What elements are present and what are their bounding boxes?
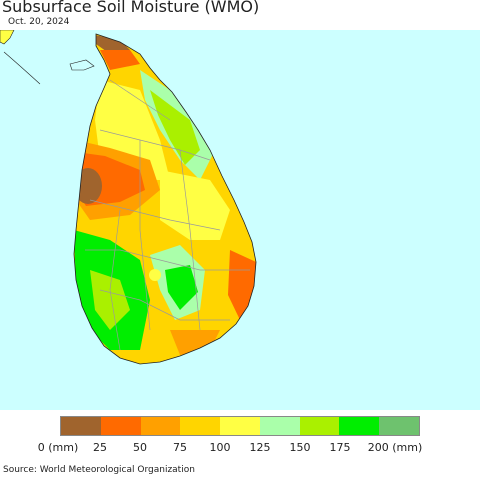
zone-blob [149,269,161,281]
legend-label: 175 [329,441,351,454]
legend-swatch [220,417,260,435]
legend-label: 50 [133,441,147,454]
legend-label: 150 [289,441,311,454]
legend-label: 75 [173,441,187,454]
legend-swatch [259,417,300,435]
zone-central-green [165,265,198,310]
map-panel [0,30,480,410]
map-title: Subsurface Soil Moisture (WMO) [2,0,260,16]
legend-label: 100 [209,441,231,454]
map-date: Oct. 20, 2024 [8,17,70,27]
legend-colorbar [60,416,420,436]
zone-southwest-lime [90,270,130,330]
legend-swatch [339,417,380,435]
legend-swatch [379,417,420,435]
legend-swatch [61,417,101,435]
legend-label: 0 (mm) [37,441,79,454]
source-credit: Source: World Meteorological Organizatio… [3,465,195,475]
legend-label: 200 (mm) [367,441,423,454]
legend-swatch [100,417,141,435]
india-shoreline [3,51,41,85]
zone-north-tip [90,34,130,54]
legend-swatch [180,417,221,435]
legend-labels: 0 (mm) 25 50 75 100 125 150 175 200 (mm) [0,441,480,455]
moisture-field [74,34,256,364]
legend-label: 125 [249,441,271,454]
zone-central-yellow [160,170,230,240]
zone-east-north-inner [150,90,200,165]
legend-swatch [140,417,181,435]
district-boundaries [85,79,250,351]
legend-swatch [299,417,340,435]
zone-north-tip-orange [100,50,140,70]
soil-moisture-map [0,30,480,410]
india-coast [0,30,15,45]
legend-label: 25 [93,441,107,454]
mannar-island [69,59,95,71]
